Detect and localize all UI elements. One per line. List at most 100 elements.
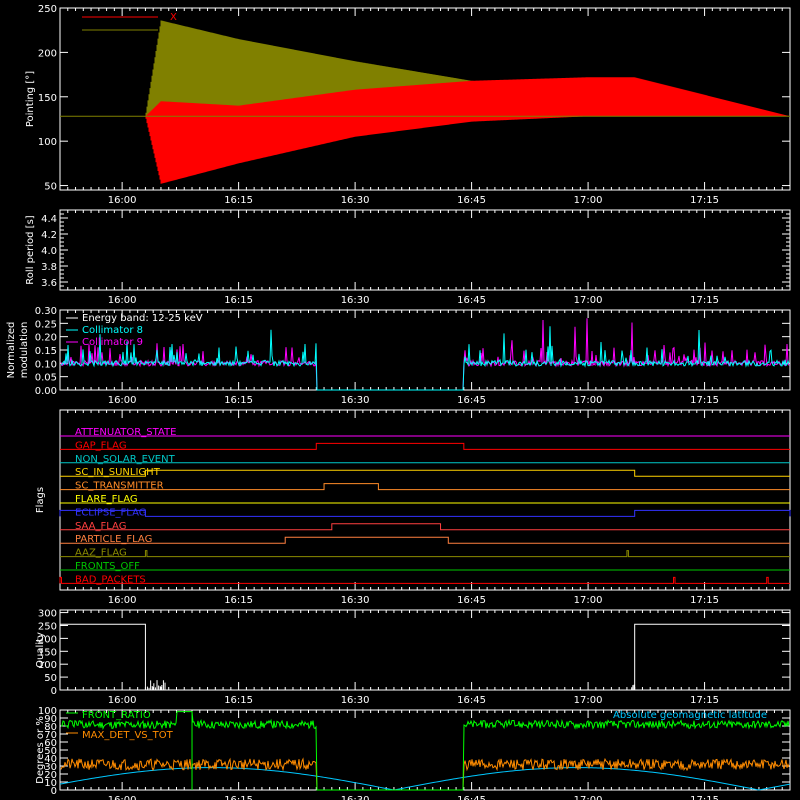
time-tick-label: 17:15 [690,695,719,706]
time-tick-label: 17:15 [690,295,719,306]
y-tick-label: 0.25 [35,319,57,330]
y-tick-label: 100 [38,706,57,717]
time-tick-label: 17:00 [574,795,603,800]
time-tick-label: 16:45 [457,795,486,800]
time-tick-label: 16:45 [457,295,486,306]
y-tick-label: 40 [44,754,57,765]
y-tick-label: 70 [44,730,57,741]
flag-label: PARTICLE_FLAG [75,534,152,545]
time-tick-label: 16:15 [224,795,253,800]
time-tick-label: 16:15 [224,395,253,406]
y-tick-label: 4.4 [41,214,57,225]
y-tick-label: 0 [51,786,57,797]
time-tick-label: 17:00 [574,695,603,706]
y-tick-label: 4.2 [41,230,57,241]
time-tick-label: 16:00 [108,295,137,306]
flag-trace [60,523,790,531]
y-tick-label: 0.05 [35,373,57,384]
y-tick-label: 300 [38,609,57,620]
flag-label: ATTENUATOR_STATE [75,427,176,438]
y-tick-label: 3.6 [41,278,57,289]
y-tick-label: 200 [38,634,57,645]
time-tick-label: 16:30 [341,695,370,706]
y-tick-label: 100 [38,137,57,148]
time-tick-label: 16:15 [224,595,253,606]
flag-trace [60,536,790,544]
series-x-line [145,77,790,184]
y-tick-label: 80 [44,722,57,733]
time-tick-label: 16:15 [224,295,253,306]
flag-label: FLARE_FLAG [75,494,138,505]
flag-trace [60,469,790,477]
flag-trace [59,509,791,517]
time-tick-label: 16:30 [341,795,370,800]
time-tick-label: 17:00 [574,395,603,406]
time-tick-label: 17:15 [690,395,719,406]
y-tick-label: 0.30 [35,306,57,317]
time-tick-label: 16:15 [224,195,253,206]
time-tick-label: 17:00 [574,595,603,606]
flag-label: NON_SOLAR_EVENT [75,454,176,465]
y-tick-label: 250 [38,4,57,15]
energy-band-annotation: Energy band: 12-25 keV [82,313,203,324]
y-tick-label: 3.8 [41,262,57,273]
y-tick-label: 0 [51,686,57,697]
y-tick-label: 10 [44,778,57,789]
y-axis-label-line2: modulation [19,322,30,379]
legend-label-geomag: Absolute geomagnetic latitude [613,710,767,721]
time-tick-label: 17:00 [574,295,603,306]
flag-label: SAA_FLAG [75,521,126,532]
time-tick-label: 16:00 [108,395,137,406]
flag-label: FRONTS_OFF [75,561,140,572]
time-tick-label: 16:00 [108,595,137,606]
y-tick-label: 50 [44,673,57,684]
degrees-series-line [60,757,790,791]
time-tick-label: 16:00 [108,695,137,706]
y-tick-label: 150 [38,93,57,104]
y-tick-label: 30 [44,762,57,773]
y-tick-label: 0.10 [35,359,57,370]
time-tick-label: 16:00 [108,195,137,206]
y-tick-label: 0.20 [35,333,57,344]
y-tick-label: 0.15 [35,346,57,357]
time-tick-label: 17:15 [690,595,719,606]
geomag-latitude-line [59,767,791,791]
y-tick-label: 60 [44,738,57,749]
degrees-series-line [60,711,790,791]
legend-label-collimator: Collimator 8 [82,325,143,336]
flag-label: GAP_FLAG [75,440,127,451]
modulation-series [60,326,790,391]
flag-trace [60,550,790,558]
y-tick-label: 250 [38,621,57,632]
panel-frame-1 [59,209,791,291]
quality-spikes [146,680,635,690]
time-tick-label: 17:15 [690,795,719,800]
legend-label-y: Y [169,25,177,36]
time-tick-label: 16:45 [457,695,486,706]
y-axis-label-line1: Normalized [6,322,17,379]
y-axis-label: Flags [35,487,46,513]
flag-trace [60,442,790,450]
flag-label: AAZ_FLAG [75,548,127,559]
time-tick-label: 16:45 [457,195,486,206]
flag-label: BAD_PACKETS [75,574,146,585]
time-tick-label: 16:45 [457,595,486,606]
time-tick-label: 17:00 [574,195,603,206]
time-tick-label: 16:45 [457,395,486,406]
y-axis-label: Quality [35,632,46,668]
legend-label-x: X [170,12,177,23]
series-x-group [145,77,790,184]
flag-label: ECLIPSE_FLAG [75,507,146,518]
y-axis-label: Degrees or % [35,716,46,784]
y-axis-label: Pointing [°] [25,71,36,127]
time-tick-label: 16:30 [341,395,370,406]
y-axis-label: Roll period [s] [25,215,36,284]
legend-label-collimator: Collimator 9 [82,337,143,348]
y-tick-label: 90 [44,714,57,725]
y-tick-label: 100 [38,660,57,671]
flag-label: SC_IN_SUNLIGHT [75,467,161,478]
y-tick-label: 20 [44,770,57,781]
legend-label-front-ratio: FRONT_RATIO [82,710,151,721]
time-tick-label: 16:30 [341,195,370,206]
